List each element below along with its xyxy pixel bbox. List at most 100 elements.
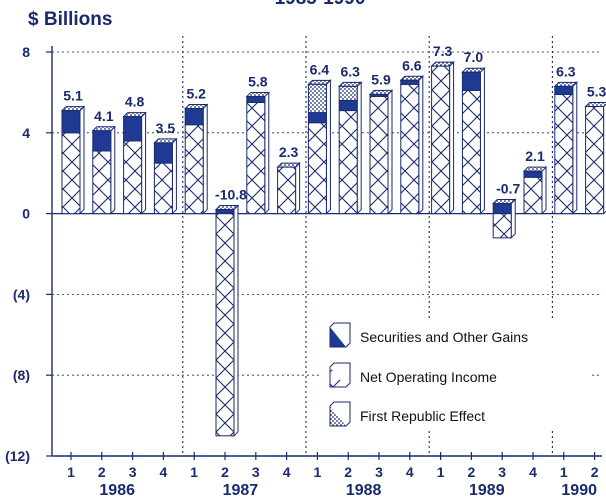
data-label: 4.8 bbox=[125, 94, 145, 110]
data-label: 6.3 bbox=[556, 63, 576, 79]
chart-title: 1985-1990 bbox=[275, 0, 366, 9]
bar-net-operating-income bbox=[369, 95, 389, 215]
bar-side bbox=[356, 81, 362, 215]
bar-securities-gains bbox=[338, 99, 358, 112]
legend-item-securities: Securities and Other Gains bbox=[329, 322, 528, 348]
x-tick-label: 1 bbox=[437, 464, 445, 480]
x-tick-label: 4 bbox=[529, 464, 537, 480]
bar-top bbox=[91, 126, 117, 132]
legend-item-first-republic: First Republic Effect bbox=[329, 401, 485, 427]
data-label: 5.9 bbox=[371, 71, 391, 87]
bar-net-operating-income bbox=[277, 166, 297, 215]
bar-net-operating-income bbox=[492, 213, 512, 239]
x-tick-label: 3 bbox=[498, 464, 506, 480]
bar-top bbox=[214, 205, 240, 211]
bar-side bbox=[418, 75, 424, 215]
bar-net-operating-income bbox=[123, 140, 143, 215]
bar-net-operating-income bbox=[338, 110, 358, 215]
bar-securities-gains bbox=[123, 116, 143, 142]
bar-top bbox=[307, 79, 332, 85]
bar-net-operating-income bbox=[61, 132, 81, 215]
legend: Securities and Other Gains Net Operating… bbox=[320, 318, 590, 430]
bar-top bbox=[60, 106, 86, 112]
x-tick-label: 4 bbox=[160, 464, 168, 480]
bar-net-operating-income bbox=[215, 213, 235, 437]
data-label: 6.6 bbox=[402, 57, 422, 73]
bar-top bbox=[122, 112, 147, 118]
x-tick-label: 2 bbox=[468, 464, 476, 480]
data-label: 2.1 bbox=[525, 148, 545, 164]
bar-securities-gains bbox=[461, 71, 481, 91]
bar-net-operating-income bbox=[246, 102, 266, 215]
y-axis: 8 4 0 (4) (8) (12) bbox=[5, 44, 53, 464]
bar-side bbox=[325, 79, 331, 215]
bar-side bbox=[541, 165, 547, 215]
y-axis-title: $ Billions bbox=[28, 9, 112, 30]
bar-net-operating-income bbox=[461, 89, 481, 215]
bar-securities-gains bbox=[61, 110, 81, 134]
bar-side bbox=[387, 89, 393, 215]
bar-top bbox=[399, 75, 425, 81]
y-tick-label: 8 bbox=[22, 44, 30, 60]
year-label: 1986 bbox=[99, 482, 135, 499]
x-tick-label: 3 bbox=[252, 464, 260, 480]
legend-item-net-operating: Net Operating Income bbox=[329, 362, 497, 388]
data-label: -0.7 bbox=[496, 181, 520, 197]
data-label: 5.2 bbox=[186, 86, 206, 102]
x-tick-label: 4 bbox=[283, 464, 291, 480]
y-tick-label: (8) bbox=[13, 367, 30, 383]
data-label: 7.0 bbox=[464, 49, 484, 65]
bar-securities-gains bbox=[369, 93, 389, 97]
bar-securities-gains bbox=[215, 209, 235, 215]
bar-securities-gains bbox=[153, 142, 173, 164]
bar-top bbox=[337, 81, 363, 87]
legend-background bbox=[320, 318, 590, 430]
year-label: 1989 bbox=[469, 482, 505, 499]
x-tick-label: 1 bbox=[560, 464, 568, 480]
x-tick-label: 2 bbox=[98, 464, 106, 480]
bar-first-republic bbox=[307, 83, 327, 114]
x-tick-label: 2 bbox=[344, 464, 352, 480]
bar-net-operating-income bbox=[184, 124, 204, 215]
year-label: 1988 bbox=[346, 482, 382, 499]
x-tick-label: 1 bbox=[67, 464, 75, 480]
bar-side bbox=[264, 91, 270, 215]
x-tick-label: 3 bbox=[375, 464, 383, 480]
bar-securities-gains bbox=[523, 170, 543, 178]
data-label: 6.4 bbox=[310, 61, 330, 77]
bar-top bbox=[522, 166, 548, 172]
bar-securities-gains bbox=[307, 112, 327, 124]
y-tick-label: 4 bbox=[22, 125, 30, 141]
legend-swatch-first-republic-side bbox=[329, 401, 351, 427]
year-label: 1987 bbox=[223, 482, 259, 499]
bar-top bbox=[553, 81, 579, 87]
bar-side bbox=[295, 161, 301, 215]
bar-net-operating-income bbox=[153, 162, 173, 215]
x-axis: 1 2 3 4 1 2 3 4 1 2 3 4 1 2 3 4 1 2 1986 1987 1988 1989 1990 bbox=[52, 452, 602, 499]
bar-top bbox=[584, 102, 606, 108]
bar-net-operating-income bbox=[585, 106, 605, 215]
bar-side bbox=[79, 105, 85, 215]
data-label: 2.3 bbox=[279, 144, 299, 160]
y-tick-label: (12) bbox=[5, 448, 30, 464]
bar-securities-gains bbox=[246, 95, 266, 104]
data-label: 3.5 bbox=[156, 120, 176, 136]
bar-top bbox=[430, 61, 455, 67]
y-tick-label: (4) bbox=[13, 286, 30, 302]
year-label: 1990 bbox=[561, 482, 597, 499]
bar-side bbox=[479, 66, 485, 215]
bar-net-operating-income bbox=[523, 176, 543, 215]
data-label: 6.3 bbox=[340, 63, 360, 79]
bar-side bbox=[110, 125, 116, 215]
bar-net-operating-income bbox=[92, 150, 112, 215]
bar-top bbox=[153, 138, 178, 144]
bar-net-operating-income bbox=[307, 122, 327, 215]
x-tick-label: 2 bbox=[591, 464, 599, 480]
data-label: 5.1 bbox=[63, 88, 83, 104]
data-label: 5.3 bbox=[587, 84, 606, 100]
legend-swatch-securities-side bbox=[329, 322, 351, 348]
bar-net-operating-income bbox=[554, 93, 574, 215]
y-tick-label: 0 bbox=[22, 206, 30, 222]
legend-label-first-republic: First Republic Effect bbox=[360, 408, 485, 424]
bar-side bbox=[572, 81, 578, 215]
